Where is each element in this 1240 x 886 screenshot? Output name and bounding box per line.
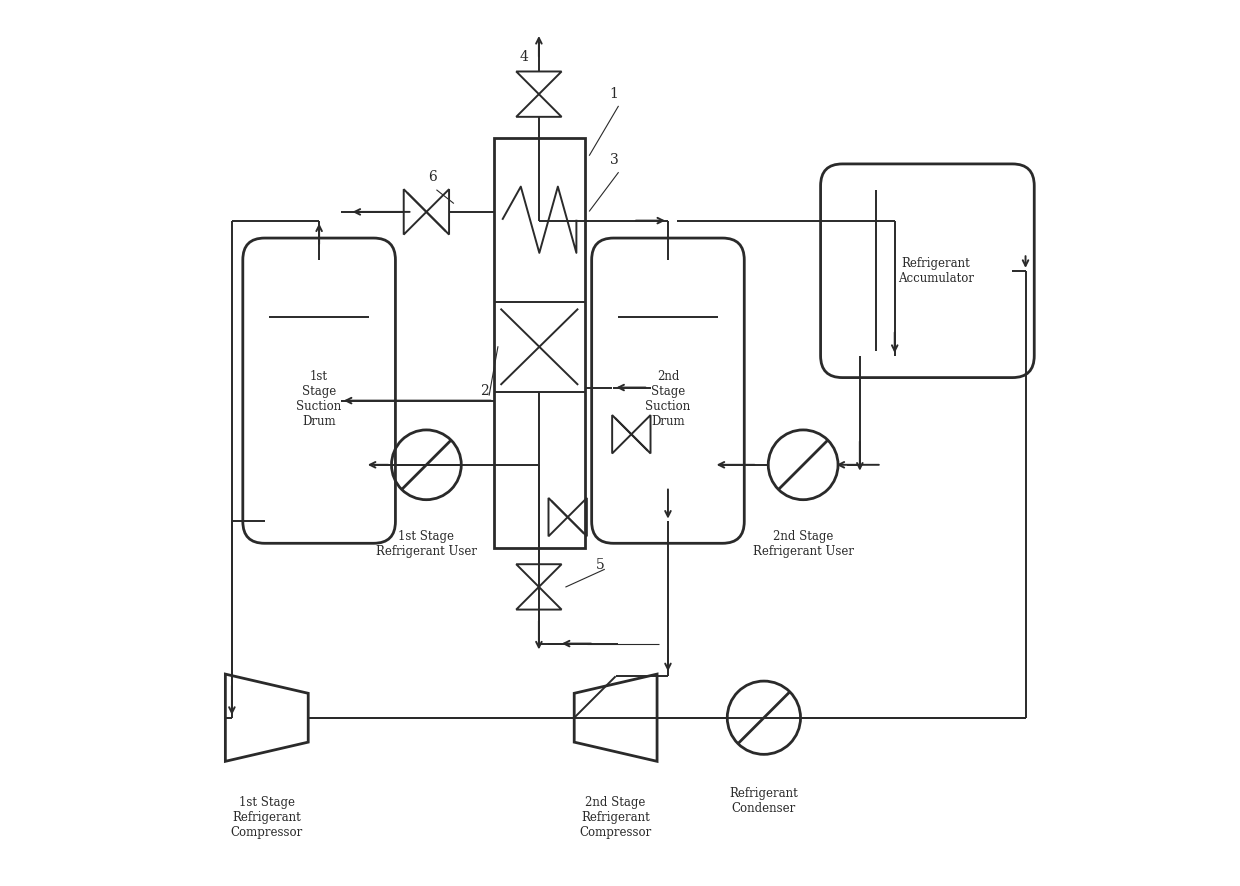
Text: 6: 6	[428, 170, 436, 184]
Bar	[494, 137, 585, 548]
Text: 4: 4	[520, 50, 528, 64]
Text: 2nd Stage
Refrigerant User: 2nd Stage Refrigerant User	[753, 530, 853, 558]
Text: 2nd Stage
Refrigerant
Compressor: 2nd Stage Refrigerant Compressor	[579, 797, 652, 839]
Text: 5: 5	[595, 558, 604, 572]
Text: 2: 2	[480, 384, 490, 398]
Text: Refrigerant
Condenser: Refrigerant Condenser	[729, 788, 799, 815]
Text: 1st
Stage
Suction
Drum: 1st Stage Suction Drum	[296, 370, 342, 429]
Text: 2nd
Stage
Suction
Drum: 2nd Stage Suction Drum	[645, 370, 691, 429]
Text: 1: 1	[610, 87, 619, 101]
Text: 1st Stage
Refrigerant User: 1st Stage Refrigerant User	[376, 530, 477, 558]
Text: 3: 3	[610, 153, 619, 167]
Text: Refrigerant
Accumulator: Refrigerant Accumulator	[898, 257, 975, 284]
Text: 1st Stage
Refrigerant
Compressor: 1st Stage Refrigerant Compressor	[231, 797, 303, 839]
